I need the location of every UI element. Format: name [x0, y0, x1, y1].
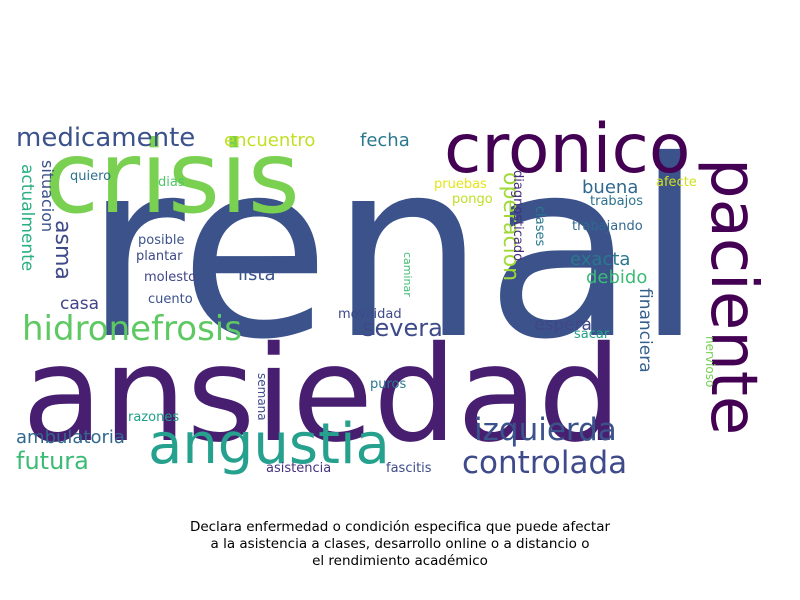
word-fascitis: fascitis [386, 461, 432, 476]
word-razones: razones [128, 410, 179, 425]
word-molesto: molesto [144, 270, 196, 285]
word-cuento: cuento [148, 292, 193, 307]
word-exacta: exacta [570, 249, 630, 270]
word-quiero: quiero [70, 169, 111, 184]
caption-line-3: el rendimiento académico [312, 553, 488, 569]
word-operacion: operacion [498, 172, 523, 281]
word-angustia: angustia [148, 412, 390, 477]
word-ambulatoria: ambulatoria [16, 427, 125, 448]
word-lista: lista [238, 264, 275, 285]
word-semana: semana [255, 373, 269, 421]
word-diagnosticado: diagnosticado [510, 170, 525, 261]
word-caminar: caminar [401, 252, 414, 297]
word-clases: clases [532, 206, 547, 246]
word-encuentro: encuentro [224, 130, 315, 151]
word-fecha: fecha [360, 130, 410, 151]
word-asistencia: asistencia [266, 461, 331, 476]
word-situacion: situacion [38, 160, 57, 232]
word-pruebas: pruebas [434, 177, 487, 192]
word-futura: futura [16, 447, 89, 475]
word-crisis: crisis [44, 119, 300, 236]
figure-caption: Declara enfermedad o condición especific… [100, 519, 700, 570]
word-casa: casa [60, 294, 99, 314]
word-espera: espera [534, 315, 592, 335]
word-hidronefrosis: hidronefrosis [22, 309, 242, 349]
word-renal: renal [84, 108, 704, 393]
word-plantar: plantar [136, 249, 183, 264]
caption-line-2: a la asistencia a clases, desarrollo onl… [210, 536, 590, 552]
word-financiera: financiera [635, 288, 655, 373]
word-buena: buena [582, 177, 638, 198]
word-paciente: paciente [696, 158, 770, 435]
word-nervioso: nervioso [703, 336, 717, 387]
word-actualmente: actualmente [17, 164, 37, 271]
word-movilidad: movilidad [338, 307, 402, 322]
word-severa: severa [362, 314, 443, 342]
word-izquierda: izquierda [474, 412, 617, 448]
word-ansiedad: ansiedad [22, 318, 622, 472]
word-controlada: controlada [462, 445, 627, 481]
word-sacar: sacar [574, 327, 610, 342]
word-medicamente: medicamente [16, 123, 195, 153]
caption-line-1: Declara enfermedad o condición especific… [189, 519, 611, 535]
word-trabajos: trabajos [590, 194, 643, 209]
word-cronico: cronico [444, 110, 690, 189]
word-pongo: pongo [452, 192, 493, 207]
word-trabajando: trabajando [572, 219, 643, 234]
word-asma: asma [50, 220, 75, 280]
word-puros: puros [370, 377, 407, 392]
word-debido: debido [586, 267, 647, 288]
word-posible: posible [138, 233, 184, 248]
word-dias: dias [158, 175, 185, 190]
word-afecte: afecte [656, 175, 697, 190]
